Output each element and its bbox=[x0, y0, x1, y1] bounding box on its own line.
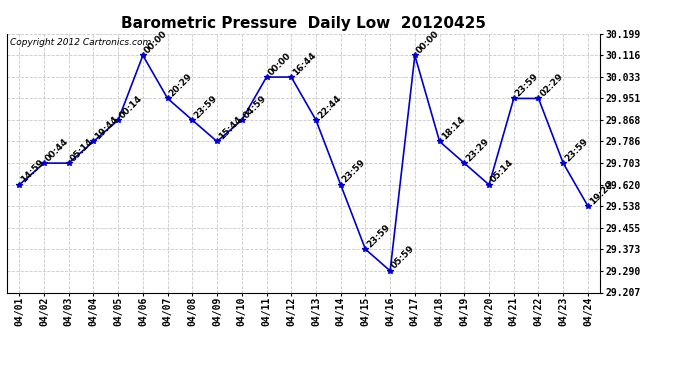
Text: 23:59: 23:59 bbox=[563, 136, 590, 163]
Text: 19:44: 19:44 bbox=[93, 115, 120, 141]
Text: 00:00: 00:00 bbox=[266, 51, 293, 77]
Text: 14:59: 14:59 bbox=[19, 158, 46, 185]
Text: 22:44: 22:44 bbox=[316, 93, 343, 120]
Text: 05:59: 05:59 bbox=[390, 244, 417, 271]
Text: 05:14: 05:14 bbox=[69, 136, 95, 163]
Title: Barometric Pressure  Daily Low  20120425: Barometric Pressure Daily Low 20120425 bbox=[121, 16, 486, 31]
Text: 00:14: 00:14 bbox=[118, 94, 145, 120]
Text: 05:14: 05:14 bbox=[489, 158, 515, 185]
Text: 20:29: 20:29 bbox=[168, 72, 194, 99]
Text: 23:59: 23:59 bbox=[341, 158, 367, 185]
Text: 23:59: 23:59 bbox=[514, 72, 540, 99]
Text: 04:59: 04:59 bbox=[241, 93, 268, 120]
Text: 23:59: 23:59 bbox=[366, 222, 392, 249]
Text: 00:44: 00:44 bbox=[44, 136, 70, 163]
Text: 02:29: 02:29 bbox=[538, 72, 565, 99]
Text: 23:29: 23:29 bbox=[464, 136, 491, 163]
Text: 18:14: 18:14 bbox=[440, 115, 466, 141]
Text: 15:44: 15:44 bbox=[217, 115, 244, 141]
Text: 00:00: 00:00 bbox=[143, 29, 169, 56]
Text: 23:59: 23:59 bbox=[193, 93, 219, 120]
Text: 19:29: 19:29 bbox=[588, 179, 615, 206]
Text: 00:00: 00:00 bbox=[415, 29, 441, 56]
Text: 16:44: 16:44 bbox=[291, 50, 318, 77]
Text: Copyright 2012 Cartronics.com: Copyright 2012 Cartronics.com bbox=[10, 38, 151, 46]
